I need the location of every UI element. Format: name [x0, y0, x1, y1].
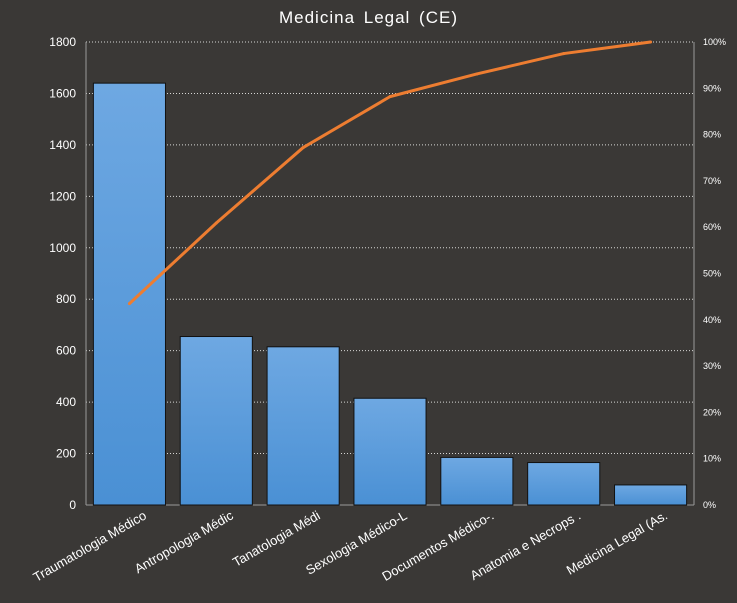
line-point	[127, 302, 131, 306]
y2-tick-label: 80%	[703, 130, 721, 140]
cumulative-line	[127, 40, 653, 306]
bar	[353, 397, 427, 506]
y-tick-label: 1200	[49, 189, 76, 203]
bar	[92, 82, 166, 506]
y2-tick-label: 0%	[703, 500, 716, 510]
y-tick-label: 800	[56, 292, 76, 306]
axis-labels: 0 200 400 600 800 1000 1200 1400 1600 1800 0% 10% 20…	[30, 35, 726, 585]
x-category-label: Traumatologia Médico	[30, 508, 148, 585]
line-point	[214, 221, 218, 225]
gridlines	[86, 41, 694, 455]
y-tick-label: 1600	[49, 86, 76, 100]
x-category-label: Antropologia Médic	[132, 507, 236, 576]
y-tick-label: 1800	[49, 35, 76, 49]
y2-tick-label: 20%	[703, 407, 721, 417]
y2-tick-label: 70%	[703, 176, 721, 186]
y-tick-label: 1000	[49, 241, 76, 255]
y-tick-label: 1400	[49, 138, 76, 152]
chart-title: Medicina Legal (CE)	[278, 8, 458, 27]
y-tick-label: 0	[69, 498, 76, 512]
y2-tick-label: 30%	[703, 361, 721, 371]
line-point	[388, 95, 392, 99]
y2-tick-label: 60%	[703, 222, 721, 232]
bar	[614, 484, 688, 506]
line-point	[301, 146, 305, 150]
bar	[527, 462, 601, 506]
bar	[440, 456, 514, 506]
y2-tick-label: 40%	[703, 315, 721, 325]
y-tick-label: 400	[56, 395, 76, 409]
cumulative-percent-line	[128, 40, 651, 305]
line-point	[649, 40, 653, 44]
y2-tick-label: 100%	[703, 37, 726, 47]
y-tick-label: 600	[56, 344, 76, 358]
y-tick-label: 200	[56, 447, 76, 461]
line-point	[475, 72, 479, 76]
y2-tick-label: 10%	[703, 454, 721, 464]
y2-tick-label: 50%	[703, 269, 721, 279]
y2-tick-label: 90%	[703, 83, 721, 93]
line-point	[562, 52, 566, 56]
bar	[179, 336, 253, 506]
bars	[92, 82, 688, 506]
bar	[266, 346, 340, 506]
